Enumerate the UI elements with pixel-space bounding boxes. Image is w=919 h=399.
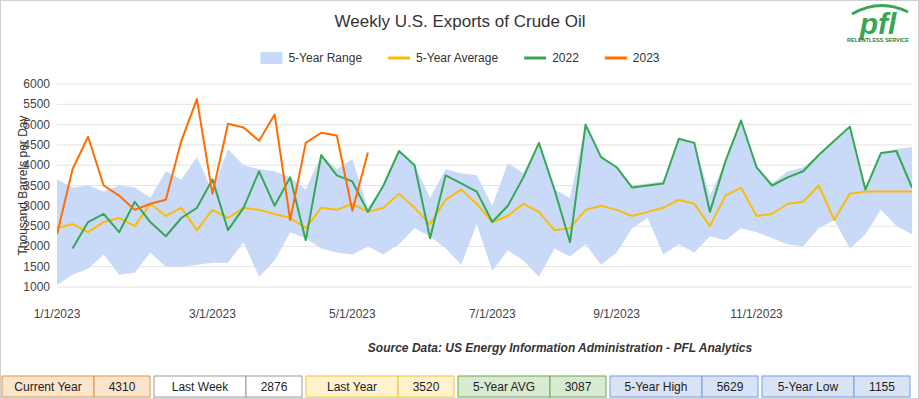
legend-item: 2023 bbox=[605, 51, 660, 65]
x-tick-label: 9/1/2023 bbox=[593, 307, 640, 321]
summary-value-box bbox=[246, 376, 302, 397]
logo: pflRELENTLESS SERVICE bbox=[847, 5, 909, 43]
summary-value: 3087 bbox=[565, 380, 592, 394]
series-line bbox=[57, 99, 368, 234]
grid-line bbox=[57, 84, 912, 85]
logo-tagline: RELENTLESS SERVICE bbox=[847, 37, 909, 43]
grid-line bbox=[57, 124, 912, 125]
summary-value-box bbox=[398, 376, 454, 397]
grid-line bbox=[57, 144, 912, 145]
summary-cell: 5-Year High 5629 bbox=[610, 376, 758, 397]
x-tick-label: 11/1/2023 bbox=[730, 307, 783, 321]
x-tick-label: 5/1/2023 bbox=[329, 307, 376, 321]
summary-cell: Last Year 3520 bbox=[306, 376, 454, 397]
legend-item: 2022 bbox=[524, 51, 579, 65]
legend-swatch bbox=[605, 57, 627, 60]
legend-label: 2022 bbox=[552, 51, 579, 65]
y-tick-label: 5500 bbox=[23, 97, 50, 111]
source-note: Source Data: US Energy Information Admin… bbox=[368, 341, 753, 355]
legend-swatch bbox=[388, 57, 410, 60]
legend-swatch bbox=[260, 52, 282, 64]
range-area bbox=[57, 121, 912, 285]
summary-label-box bbox=[610, 376, 702, 397]
summary-cell: Current Year 4310 bbox=[2, 376, 150, 397]
legend-label: 2023 bbox=[633, 51, 660, 65]
summary-label: Last Week bbox=[172, 380, 229, 394]
summary-value: 1155 bbox=[869, 380, 895, 394]
x-tick-label: 3/1/2023 bbox=[189, 307, 236, 321]
summary-label-box bbox=[2, 376, 94, 397]
summary-label-box bbox=[306, 376, 398, 397]
summary-label: 5-Year High bbox=[625, 380, 688, 394]
summary-value: 2876 bbox=[261, 380, 288, 394]
chart: Weekly U.S. Exports of Crude Oil pflRELEN… bbox=[0, 0, 919, 399]
x-tick-label: 1/1/2023 bbox=[34, 307, 81, 321]
summary-cell: 5-Year Low 1155 bbox=[762, 376, 910, 397]
summary-value-box bbox=[854, 376, 910, 397]
y-tick-label: 1500 bbox=[23, 260, 50, 274]
summary-value: 5629 bbox=[717, 380, 744, 394]
grid-line bbox=[57, 165, 912, 166]
grid-line bbox=[57, 104, 912, 105]
legend-item: 5-Year Range bbox=[260, 51, 362, 65]
y-tick-label: 6000 bbox=[23, 77, 50, 91]
summary-label-box bbox=[154, 376, 246, 397]
summary-label-box bbox=[458, 376, 550, 397]
summary-label: 5-Year AVG bbox=[473, 380, 535, 394]
summary-label: Current Year bbox=[14, 380, 81, 394]
legend-swatch bbox=[524, 57, 546, 60]
legend-label: 5-Year Range bbox=[288, 51, 362, 65]
summary-value-box bbox=[94, 376, 150, 397]
y-axis-title: Thousand Barrels per Day bbox=[16, 115, 30, 255]
summary-value: 3520 bbox=[413, 380, 440, 394]
series-line bbox=[73, 121, 912, 249]
y-tick-label: 1000 bbox=[23, 280, 50, 294]
background bbox=[1, 1, 919, 399]
grid-line bbox=[57, 266, 912, 267]
legend-label: 5-Year Average bbox=[416, 51, 498, 65]
grid-line bbox=[57, 287, 912, 288]
summary-value-box bbox=[702, 376, 758, 397]
summary-label: Last Year bbox=[327, 380, 377, 394]
legend: 5-Year Range 5-Year Average 2022 2023 bbox=[260, 51, 659, 65]
summary-value-box bbox=[550, 376, 606, 397]
plot-area bbox=[57, 99, 912, 285]
legend-item: 5-Year Average bbox=[388, 51, 498, 65]
summary-label: 5-Year Low bbox=[778, 380, 839, 394]
x-tick-label: 7/1/2023 bbox=[469, 307, 516, 321]
summary-label-box bbox=[762, 376, 854, 397]
logo-text: pfl bbox=[859, 7, 897, 40]
summary-cell: Last Week 2876 bbox=[154, 376, 302, 397]
summary-value: 4310 bbox=[109, 380, 136, 394]
summary-cell: 5-Year AVG 3087 bbox=[458, 376, 606, 397]
title: Weekly U.S. Exports of Crude Oil bbox=[335, 12, 586, 31]
